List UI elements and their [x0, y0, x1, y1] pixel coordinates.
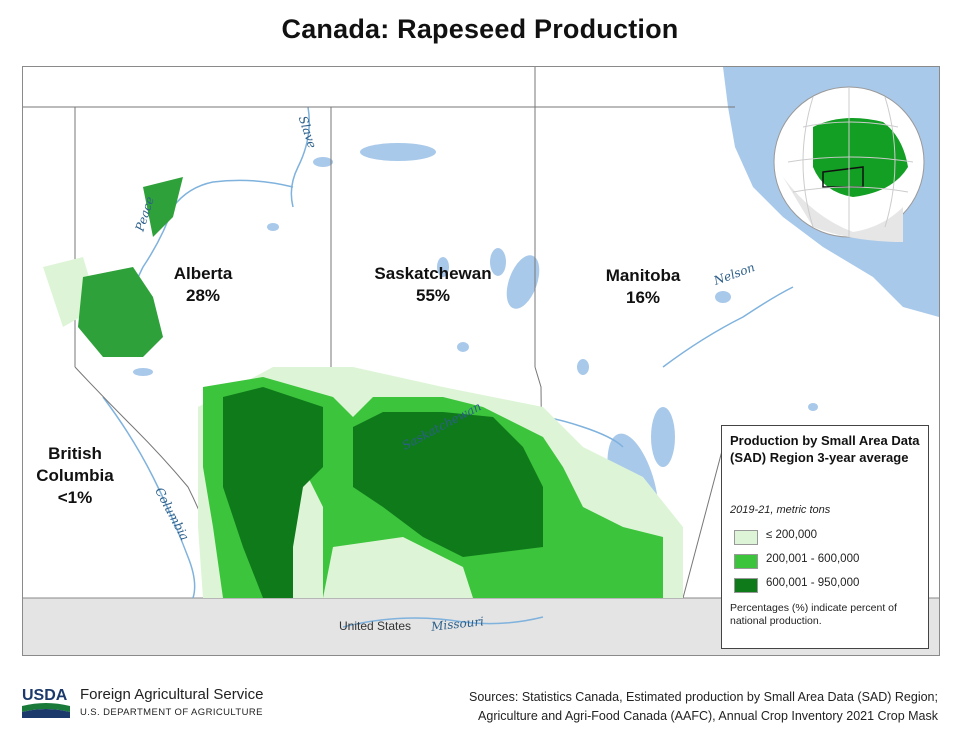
sources-line-2: Agriculture and Agri-Food Canada (AAFC),… [478, 709, 938, 723]
map-title: Canada: Rapeseed Production [281, 14, 679, 44]
us-label: United States [339, 619, 412, 633]
region-peace-mid [78, 267, 163, 357]
legend-label: ≤ 200,000 [766, 529, 818, 541]
province-name: British Columbia [36, 444, 114, 485]
province-name: Alberta [173, 264, 233, 283]
nelson-river [662, 286, 794, 368]
legend-title: Production by Small Area Data (SAD) Regi… [730, 433, 920, 465]
region-high [223, 387, 323, 598]
missouri-river [342, 616, 544, 628]
slave-river [290, 106, 310, 208]
province-share: 55% [415, 286, 451, 305]
map-area: Alberta 28% Saskatchewan 55% Manitoba 16… [22, 66, 940, 656]
province-name: Saskatchewan [374, 264, 492, 283]
legend-swatch [734, 578, 758, 593]
department-name: U.S. DEPARTMENT OF AGRICULTURE [80, 707, 263, 718]
columbia-river [102, 396, 196, 599]
sources-line-1: Sources: Statistics Canada, Estimated pr… [469, 690, 938, 704]
province-share: <1% [57, 488, 93, 507]
province-share: 28% [185, 286, 221, 305]
province-british-columbia: British Columbia <1% [25, 443, 125, 509]
legend-subtitle: 2019-21, metric tons [730, 504, 831, 516]
agency-name: Foreign Agricultural Service [80, 686, 264, 703]
province-share: 16% [625, 288, 661, 307]
usda-logo-text: USDA [22, 687, 68, 704]
province-alberta: Alberta 28% [163, 263, 243, 307]
globe-inset [773, 86, 925, 242]
legend-swatch [734, 554, 758, 569]
province-manitoba: Manitoba 16% [593, 265, 693, 309]
sources: Sources: Statistics Canada, Estimated pr… [378, 688, 938, 726]
legend-label: 600,001 - 950,000 [766, 577, 860, 589]
usda-logo: USDA [22, 687, 70, 718]
legend: Production by Small Area Data (SAD) Regi… [721, 425, 929, 649]
province-saskatchewan: Saskatchewan 55% [363, 263, 503, 307]
map-canvas [23, 67, 939, 655]
legend-label: 200,001 - 600,000 [766, 553, 860, 565]
legend-note: Percentages (%) indicate percent of nati… [730, 602, 897, 627]
legend-swatch [734, 530, 758, 545]
lake-athabasca [360, 143, 436, 161]
province-name: Manitoba [605, 266, 681, 285]
